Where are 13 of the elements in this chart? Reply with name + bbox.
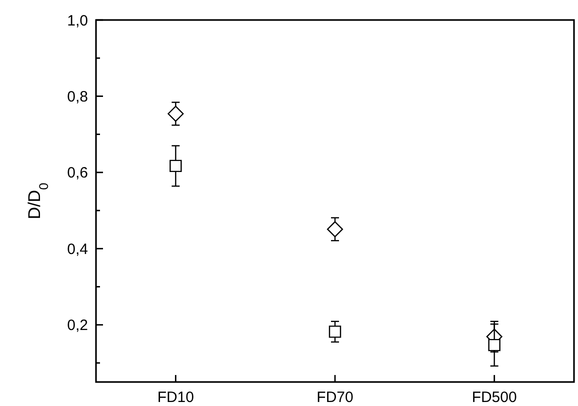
point <box>326 221 344 238</box>
y-tick-label: 0,6 <box>67 164 88 182</box>
y-tick-label: 0,2 <box>67 317 88 334</box>
point <box>168 106 184 122</box>
y-tick-label: 0,8 <box>67 88 88 106</box>
point <box>488 338 500 352</box>
x-tick-label: FD500 <box>472 389 517 406</box>
point <box>328 326 342 338</box>
point <box>170 160 182 172</box>
y-tick-label: 1,0 <box>67 12 88 30</box>
x-tick-label: FD10 <box>157 389 194 406</box>
y-tick-label: 0,4 <box>67 240 88 258</box>
x-tick-label: FD70 <box>316 389 354 406</box>
